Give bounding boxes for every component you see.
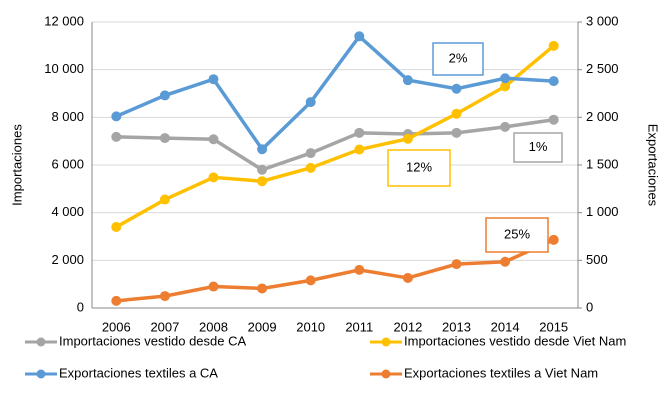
y2-tick-label: 1 000: [586, 204, 619, 219]
y-tick-label: 12 000: [44, 13, 84, 28]
x-tick-label: 2011: [345, 319, 373, 334]
series-line: [115, 44, 555, 229]
y-tick-label: 0: [77, 299, 84, 314]
legend-label: Exportaciones textiles a Viet Nam: [404, 365, 598, 380]
point: [305, 148, 316, 159]
y-tick-label: 4 000: [51, 204, 84, 219]
point: [451, 83, 462, 94]
y2-axis-title: Exportaciones: [646, 124, 661, 207]
legend-marker: [36, 369, 46, 379]
point: [208, 74, 219, 85]
y-axis-title: Importaciones: [9, 124, 24, 206]
y-tick-label: 10 000: [44, 61, 84, 76]
annotation-box: [432, 42, 484, 76]
y2-tick-label: 1 500: [586, 156, 619, 171]
legend-label: Importaciones vestido desde Viet Nam: [404, 333, 626, 348]
annotation: 25%: [504, 226, 530, 241]
point: [159, 90, 170, 101]
point: [354, 127, 365, 138]
x-tick-label: 2009: [248, 319, 277, 334]
point: [548, 114, 559, 125]
point: [111, 111, 122, 122]
point: [402, 133, 413, 144]
point: [159, 133, 170, 144]
y2-tick-label: 2 000: [586, 109, 619, 124]
point: [257, 283, 268, 294]
x-tick-label: 2010: [296, 319, 325, 334]
annotation-box: [513, 132, 563, 163]
legend-marker: [381, 337, 391, 347]
point: [208, 134, 219, 145]
point: [451, 259, 462, 270]
legend-marker: [36, 337, 46, 347]
point: [208, 172, 219, 183]
point: [354, 144, 365, 155]
point: [111, 221, 122, 232]
point: [111, 295, 122, 306]
point: [500, 256, 511, 267]
point: [548, 234, 559, 245]
point: [451, 108, 462, 119]
x-tick-label: 2012: [393, 319, 422, 334]
point: [305, 97, 316, 108]
annotation-box: [387, 149, 451, 187]
y-tick-label: 6 000: [51, 156, 84, 171]
legend-label: Importaciones vestido desde CA: [59, 333, 246, 348]
point: [548, 40, 559, 51]
annotation: 2%: [449, 50, 468, 65]
x-tick-label: 2007: [150, 319, 179, 334]
legend-label: Exportaciones textiles a CA: [59, 365, 218, 380]
point: [111, 131, 122, 142]
annotation-box: [485, 217, 549, 253]
point: [451, 127, 462, 138]
y2-tick-label: 500: [586, 252, 608, 267]
y2-tick-label: 2 500: [586, 61, 619, 76]
point: [159, 291, 170, 302]
point: [500, 81, 511, 92]
y2-tick-label: 0: [586, 299, 593, 314]
x-tick-label: 2006: [102, 319, 131, 334]
point: [208, 281, 219, 292]
x-tick-label: 2013: [442, 319, 471, 334]
point: [354, 264, 365, 275]
point: [548, 76, 559, 87]
y-tick-label: 8 000: [51, 109, 84, 124]
x-tick-label: 2015: [539, 319, 568, 334]
point: [159, 194, 170, 205]
point: [257, 144, 268, 155]
point: [500, 121, 511, 132]
series-line: [116, 238, 555, 303]
point: [402, 75, 413, 86]
x-tick-label: 2014: [491, 319, 520, 334]
x-tick-label: 2008: [199, 319, 228, 334]
point: [257, 164, 268, 175]
series-line: [116, 117, 554, 172]
point: [402, 272, 413, 283]
point: [305, 162, 316, 173]
point: [500, 73, 511, 84]
point: [257, 176, 268, 187]
point: [305, 275, 316, 286]
point: [354, 31, 365, 42]
y2-tick-label: 3 000: [586, 13, 619, 28]
annotation: 12%: [406, 159, 432, 174]
legend-marker: [381, 369, 391, 379]
series-line: [115, 33, 554, 152]
annotation: 1%: [529, 139, 548, 154]
y-tick-label: 2 000: [51, 252, 84, 267]
